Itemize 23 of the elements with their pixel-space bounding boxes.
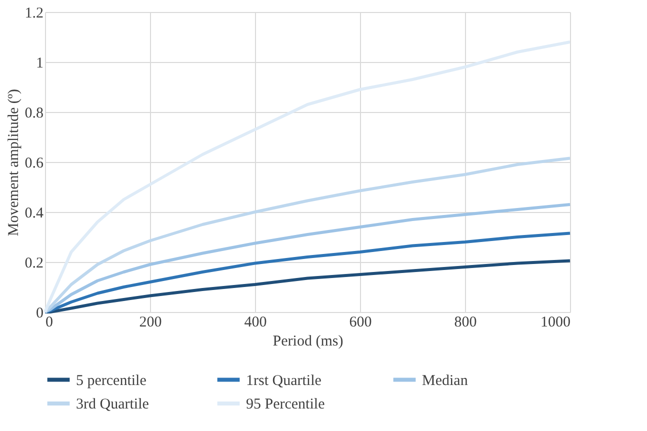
y-tick-label: 0.6: [24, 156, 44, 172]
legend-label: Median: [422, 372, 468, 389]
y-tick-label: 1: [36, 56, 44, 72]
line-series: [44, 40, 572, 314]
y-axis-title: Movement amplitude (º): [6, 88, 22, 236]
y-tick-label: 0.8: [24, 106, 44, 122]
y-tick-label: 0.2: [24, 256, 44, 272]
legend-label: 5 percentile: [76, 372, 147, 389]
legend-label: 1rst Quartile: [246, 372, 322, 389]
x-tick-label: 600: [349, 314, 372, 330]
x-tick-label: 400: [244, 314, 267, 330]
legend-label: 3rd Quartile: [76, 396, 150, 412]
legend-label: 95 Percentile: [246, 396, 326, 412]
y-tick-label: 0.4: [24, 206, 44, 222]
line-series: [44, 156, 572, 314]
x-axis-title: Period (ms): [272, 334, 344, 350]
y-tick-label: 1.2: [24, 6, 44, 22]
x-tick-label: 1000: [540, 314, 570, 330]
x-tick-label: 200: [139, 314, 162, 330]
line-series: [44, 203, 572, 314]
x-tick-label: 800: [454, 314, 477, 330]
line-series: [44, 259, 572, 314]
line-series: [44, 232, 572, 314]
